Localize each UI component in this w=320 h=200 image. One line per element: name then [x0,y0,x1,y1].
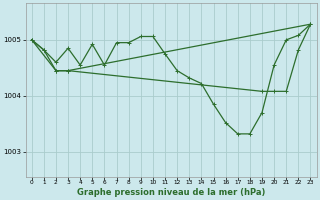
X-axis label: Graphe pression niveau de la mer (hPa): Graphe pression niveau de la mer (hPa) [77,188,265,197]
